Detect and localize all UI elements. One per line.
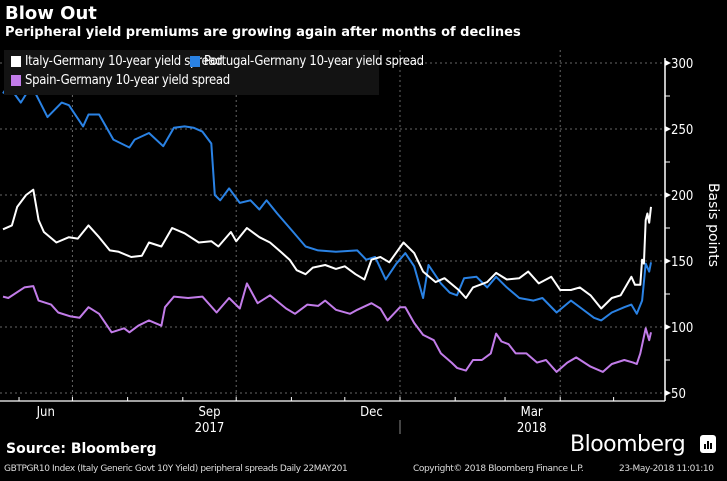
legend-label-italy: Italy-Germany 10-year yield spread — [25, 54, 223, 69]
footer-ticker: GBTPGR10 Index (Italy Generic Govt 10Y Y… — [4, 464, 348, 474]
series-line-portugal — [2, 84, 652, 322]
y-tick-marker — [665, 60, 671, 66]
x-tick-label: Sep — [198, 405, 220, 420]
legend-swatch-italy — [11, 56, 21, 67]
y-tick-label: 200 — [671, 189, 693, 204]
y-tick-marker — [665, 258, 671, 264]
legend-item-spain: Spain-Germany 10-year yield spread — [11, 73, 230, 88]
y-tick-marker — [665, 192, 671, 198]
x-year-label: 2017 — [195, 421, 225, 436]
bloomberg-chart-icon — [700, 435, 716, 453]
series-line-spain — [2, 282, 652, 373]
x-tick-label: Jun — [36, 405, 55, 420]
series-lines — [2, 84, 652, 373]
y-tick-marker — [665, 324, 671, 330]
series-line-italy — [2, 188, 652, 310]
x-year-label: 2018 — [517, 421, 547, 436]
y-tick-label: 50 — [671, 387, 686, 402]
y-tick-label: 300 — [671, 57, 693, 72]
footer-copyright: Copyright© 2018 Bloomberg Finance L.P. — [413, 464, 584, 474]
x-tick-label: Dec — [360, 405, 383, 420]
footer-timestamp: 23-May-2018 11:01:10 — [619, 464, 714, 474]
y-tick-marker — [665, 126, 671, 132]
bloomberg-logo: Bloomberg — [570, 432, 686, 457]
y-tick-label: 250 — [671, 123, 693, 138]
chart-title: Blow Out — [5, 3, 97, 24]
source-label: Source: Bloomberg — [6, 441, 157, 457]
legend-swatch-portugal — [190, 56, 200, 67]
legend-item-italy: Italy-Germany 10-year yield spread — [11, 54, 223, 69]
gridlines — [0, 50, 665, 401]
chart-subtitle: Peripheral yield premiums are growing ag… — [5, 25, 521, 40]
axes: 300 250 200 150 100 50 Basis points Jun Sep Dec Ma… — [0, 57, 721, 436]
y-tick-label: 100 — [671, 321, 693, 336]
y-tick-label: 150 — [671, 255, 693, 270]
legend-label-spain: Spain-Germany 10-year yield spread — [25, 73, 230, 88]
y-axis-label: Basis points — [705, 183, 721, 267]
x-tick-label: Mar — [521, 405, 543, 420]
legend-swatch-spain — [11, 75, 21, 86]
legend-item-portugal: Portugal-Germany 10-year yield spread — [190, 54, 424, 69]
legend-label-portugal: Portugal-Germany 10-year yield spread — [204, 54, 424, 69]
legend: Italy-Germany 10-year yield spread Portu… — [4, 50, 424, 95]
y-tick-marker — [665, 390, 671, 396]
